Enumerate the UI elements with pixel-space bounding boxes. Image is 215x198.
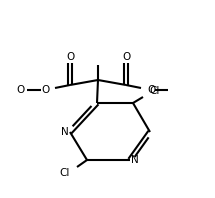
Text: N: N bbox=[61, 127, 69, 137]
Text: O: O bbox=[16, 85, 24, 95]
Text: Cl: Cl bbox=[60, 168, 70, 178]
Text: O: O bbox=[66, 52, 74, 62]
Text: Cl: Cl bbox=[150, 86, 160, 96]
Text: N: N bbox=[131, 155, 139, 165]
Text: O: O bbox=[41, 85, 49, 95]
Text: O: O bbox=[122, 52, 130, 62]
Text: O: O bbox=[147, 85, 155, 95]
